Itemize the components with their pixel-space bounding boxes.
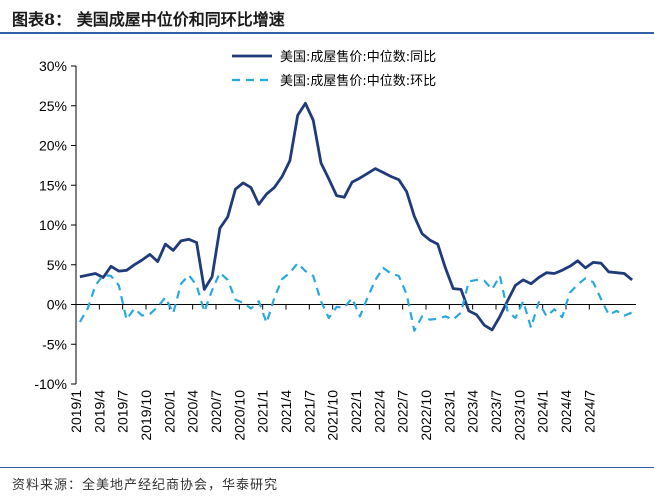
y-tick-label: 30% [39,58,67,74]
x-tick-label: 2023/1 [441,390,457,433]
y-tick-label: 5% [47,257,67,273]
x-tick-label: 2019/4 [91,390,107,433]
series-group [78,102,633,332]
x-tick-label: 2021/10 [325,390,341,441]
source-note: 资料来源：全美地产经纪商协会，华泰研究 [12,478,279,493]
legend-label-yoy: 美国:成屋售价:中位数:同比 [280,49,436,65]
legend: 美国:成屋售价:中位数:同比 美国:成屋售价:中位数:环比 [232,49,436,89]
x-tick-label: 2022/4 [371,390,387,433]
chart-title: 图表8： 美国成屋中位价和同环比增速 [12,10,285,29]
x-tick-label: 2023/7 [488,390,504,433]
y-tick-label: 15% [39,177,67,193]
y-tick-label: 0% [47,297,67,313]
series-line-mom [78,262,633,332]
title-divider [0,32,654,34]
x-tick-label: 2024/4 [558,390,574,433]
x-tick-label: 2021/1 [255,390,271,433]
x-tick-label: 2024/1 [535,390,551,433]
axes-group: 30% 25% 20% 15% 10% 5% 0% -5% -10%2019/1 2019/4 20… [34,58,636,441]
x-tick-label: 2022/10 [418,390,434,441]
y-tick-label: 20% [39,138,67,154]
y-tick-label: 25% [39,98,67,114]
x-tick-label: 2022/1 [348,390,364,433]
x-tick-label: 2019/10 [138,390,154,441]
x-tick-label: 2019/1 [68,390,84,433]
series-line-yoy [79,102,633,332]
x-tick-label: 2020/10 [231,390,247,441]
x-tick-label: 2023/10 [511,390,527,441]
legend-label-mom: 美国:成屋售价:中位数:环比 [280,73,436,89]
x-tick-label: 2019/7 [115,390,131,433]
x-tick-label: 2020/1 [161,390,177,433]
x-tick-label: 2023/4 [465,390,481,433]
y-tick-label: -10% [34,376,67,392]
x-tick-label: 2020/7 [208,390,224,433]
y-tick-label: 10% [39,217,67,233]
x-tick-label: 2022/7 [395,390,411,433]
x-tick-label: 2020/4 [185,390,201,433]
x-tick-label: 2021/4 [278,390,294,433]
y-tick-label: -5% [42,336,67,352]
footer-divider [0,467,654,468]
x-tick-label: 2021/7 [301,390,317,433]
x-tick-label: 2024/7 [581,390,597,433]
line-chart: 30% 25% 20% 15% 10% 5% 0% -5% -10%2019/1 2019/4 20… [34,49,636,441]
title-bar: 图表8： 美国成屋中位价和同环比增速 [0,0,654,30]
